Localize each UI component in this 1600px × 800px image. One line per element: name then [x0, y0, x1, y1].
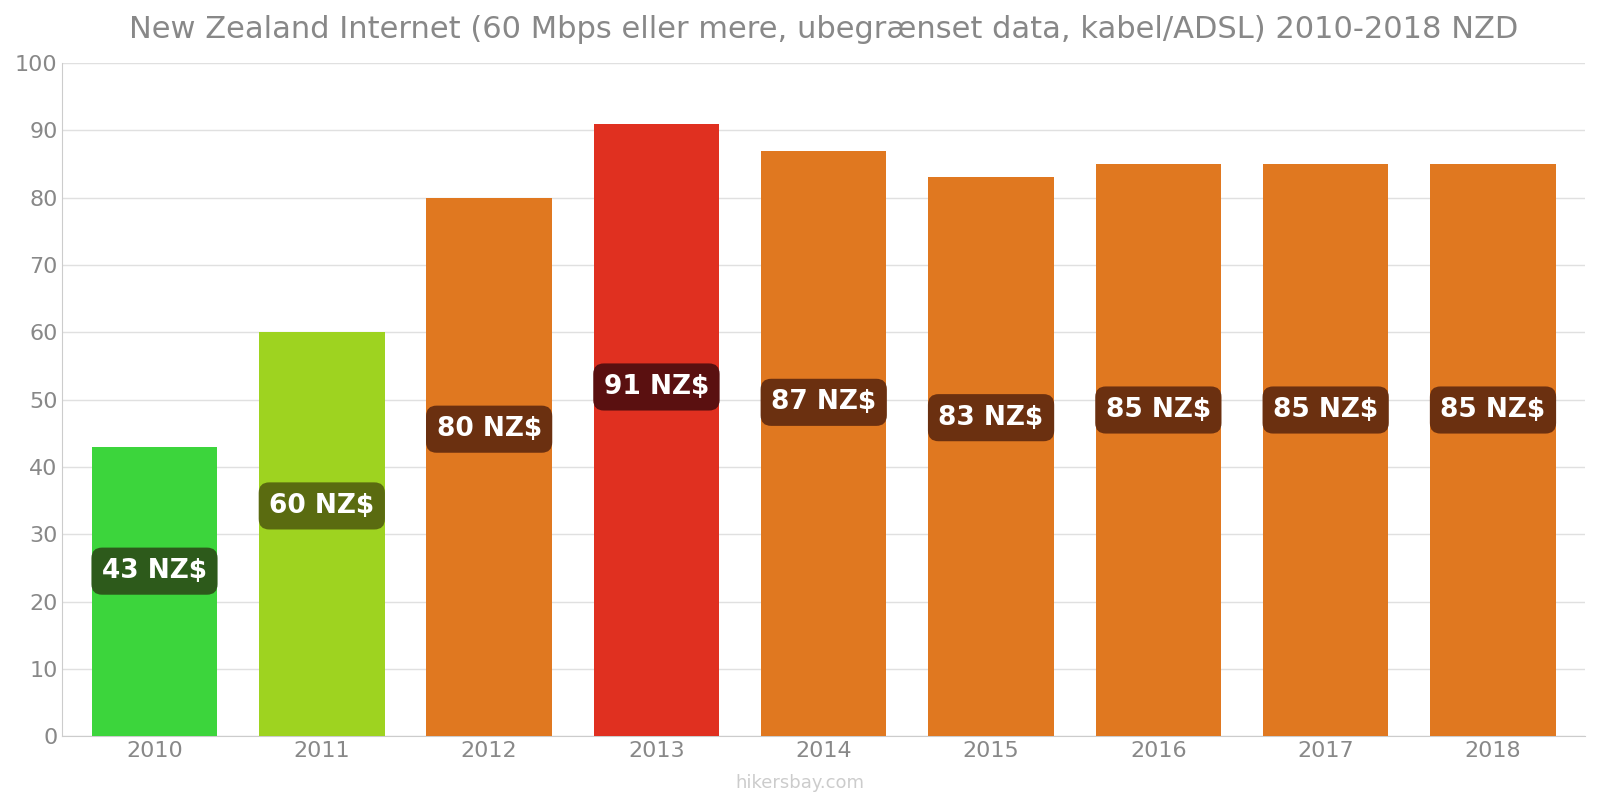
Text: 91 NZ$: 91 NZ$	[603, 374, 709, 400]
Bar	[1262, 164, 1389, 736]
Bar	[594, 123, 718, 736]
Bar	[1096, 164, 1221, 736]
Title: New Zealand Internet (60 Mbps eller mere, ubegrænset data, kabel/ADSL) 2010-2018: New Zealand Internet (60 Mbps eller mere…	[130, 15, 1518, 44]
Bar	[259, 332, 384, 736]
Text: 85 NZ$: 85 NZ$	[1440, 397, 1546, 423]
Bar	[426, 198, 552, 736]
Bar	[762, 150, 886, 736]
Text: 60 NZ$: 60 NZ$	[269, 493, 374, 519]
Bar	[1430, 164, 1555, 736]
Text: 87 NZ$: 87 NZ$	[771, 390, 877, 415]
Text: 83 NZ$: 83 NZ$	[939, 405, 1043, 430]
Bar	[928, 178, 1054, 736]
Text: 43 NZ$: 43 NZ$	[102, 558, 206, 584]
Bar	[91, 446, 218, 736]
Text: 80 NZ$: 80 NZ$	[437, 416, 542, 442]
Text: 85 NZ$: 85 NZ$	[1274, 397, 1378, 423]
Text: hikersbay.com: hikersbay.com	[736, 774, 864, 792]
Text: 85 NZ$: 85 NZ$	[1106, 397, 1211, 423]
